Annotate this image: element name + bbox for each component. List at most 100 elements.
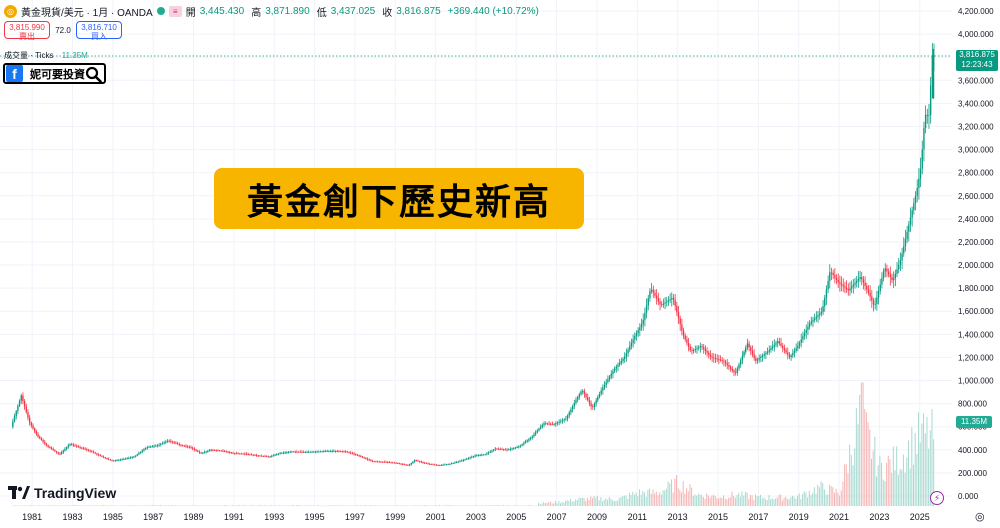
volume-bar [571, 501, 573, 506]
price-tick-label: 1,600.000 [958, 307, 994, 316]
volume-bar [22, 505, 24, 507]
volume-bar [275, 505, 277, 507]
volume-bar [881, 462, 883, 506]
volume-bar [385, 505, 387, 506]
indicator-button[interactable]: ≡ [168, 5, 182, 17]
volume-bar [344, 505, 346, 506]
market-status-icon[interactable] [156, 7, 165, 15]
candle-body [876, 297, 878, 305]
candle-body [502, 449, 505, 451]
candle-body [418, 461, 421, 462]
candle-body [886, 268, 888, 272]
volume-bar [491, 505, 493, 506]
candle-body [429, 463, 431, 465]
volume-bar [70, 505, 72, 507]
volume-bar [815, 493, 817, 506]
volume-bar [82, 505, 84, 507]
candle-body [126, 458, 128, 460]
volume-bar [190, 505, 192, 506]
volume-bar [381, 505, 383, 507]
candle-body [74, 445, 76, 447]
candle-body [33, 428, 36, 432]
volume-bar [59, 505, 61, 507]
volume-bar [761, 498, 763, 506]
price-tick-label: 200.000 [958, 469, 987, 478]
candle-body [405, 464, 407, 466]
candle-body [740, 360, 742, 365]
volume-bar [790, 497, 792, 506]
volume-bar [642, 490, 644, 506]
candle-body [687, 342, 690, 347]
candle-body [381, 461, 384, 463]
volume-bar [101, 505, 103, 506]
volume-bar [669, 483, 671, 506]
volume-bar [628, 492, 630, 506]
volume-bar [405, 505, 407, 507]
volume-bar [933, 439, 935, 506]
candle-body [612, 371, 614, 374]
volume-bar [459, 505, 461, 507]
time-axis[interactable]: 1981 1983 1985 1987 1989 1991 1993 1995 1997 1999… [22, 512, 930, 522]
candle-body [55, 451, 58, 453]
candle-body [766, 351, 769, 353]
volume-bar [129, 505, 131, 506]
volume-bar [859, 394, 861, 506]
volume-bar [270, 505, 272, 506]
candle-body [42, 440, 44, 442]
year-tick-label: 1989 [184, 512, 204, 522]
candle-body [576, 397, 579, 401]
candle-body [378, 461, 380, 463]
change-value: +369.440 (+10.72%) [447, 5, 539, 17]
volume-bar [533, 505, 535, 507]
candle-body [600, 390, 602, 394]
volume-bar [756, 496, 758, 506]
volume-bar [97, 505, 99, 506]
year-tick-label: 2017 [748, 512, 768, 522]
volume-bar [265, 505, 267, 507]
sell-button[interactable]: 3,815.990 賣出 [4, 21, 50, 41]
candle-body [703, 347, 705, 349]
candle-body [469, 457, 471, 459]
volume-bar [889, 459, 891, 506]
volume-bar [353, 505, 355, 507]
candle-body [534, 432, 537, 435]
tradingview-logo[interactable]: TradingView [8, 485, 116, 501]
volume-bar [87, 505, 89, 507]
candle-body [254, 455, 256, 456]
volume-bar [354, 505, 356, 506]
volume-bar [660, 494, 662, 506]
candle-body [307, 451, 310, 453]
candle-body [508, 449, 510, 451]
candle-body [326, 451, 328, 453]
volume-bar [526, 505, 528, 507]
volume-bar [25, 505, 27, 507]
volume-bar [739, 496, 741, 506]
candle-body [539, 426, 542, 429]
volume-bar [793, 496, 795, 506]
candle-body [736, 368, 739, 373]
volume-bar [709, 497, 711, 506]
symbol-title[interactable]: 黃金現貨/美元 · 1月 · OANDA [21, 7, 153, 19]
candle-body [780, 343, 782, 346]
volume-bar [452, 505, 454, 507]
candle-body [908, 224, 910, 232]
candle-body [60, 452, 63, 455]
candle-body [511, 448, 513, 450]
volume-bar [570, 498, 572, 506]
candle-body [713, 357, 715, 359]
year-tick-label: 2009 [587, 512, 607, 522]
buy-button[interactable]: 3,816.710 買入 [76, 21, 122, 41]
candle-body [926, 114, 928, 116]
volume-bar [326, 505, 328, 507]
volume-legend-label: 成交量 · Ticks [4, 51, 54, 60]
candle-body [719, 359, 722, 361]
candle-body [146, 447, 149, 449]
volume-bar [114, 505, 116, 507]
candle-body [807, 326, 809, 330]
volume-legend[interactable]: 成交量 · Ticks 11.35M [4, 50, 88, 61]
volume-bar [67, 505, 69, 506]
volume-bar [511, 505, 513, 507]
lightning-icon[interactable]: ⚡ [930, 491, 944, 505]
settings-icon[interactable]: ◎ [975, 511, 985, 523]
